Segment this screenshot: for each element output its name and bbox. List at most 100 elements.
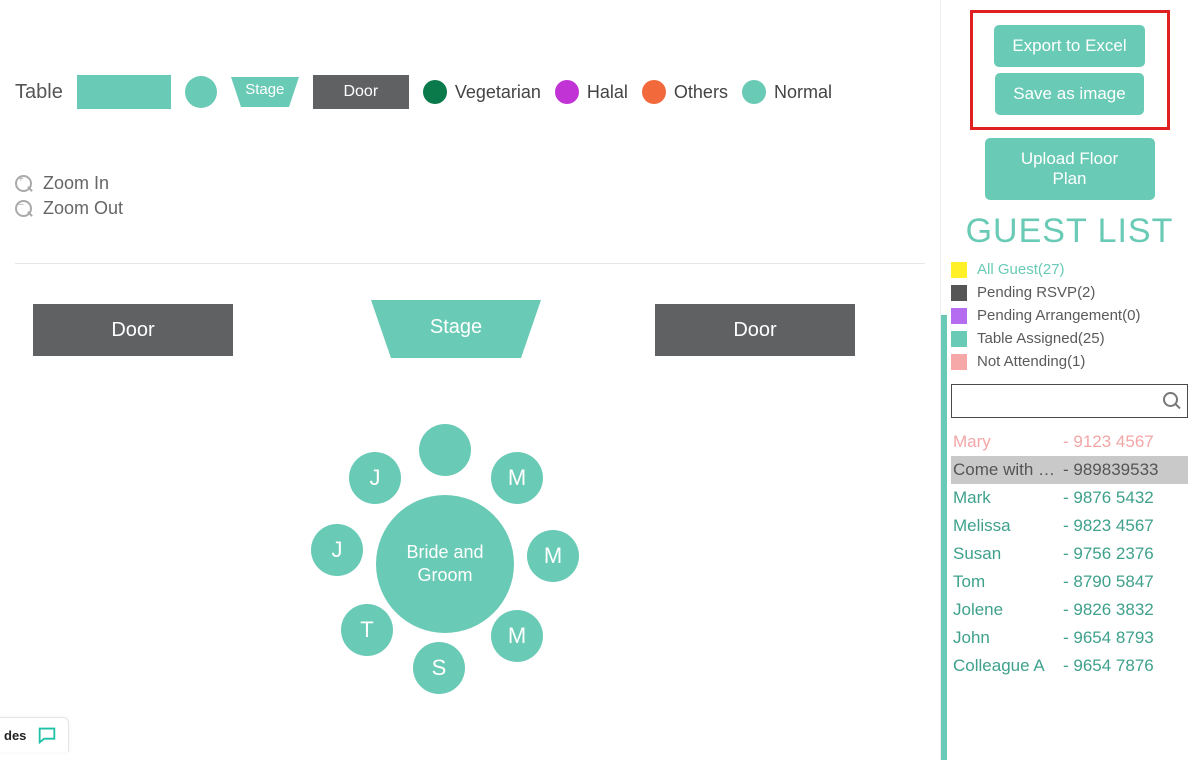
canvas-area: Table Stage Door Vegetarian Halal Others No…: [0, 0, 940, 760]
seat[interactable]: M: [491, 610, 543, 662]
guest-phone: - 8790 5847: [1063, 572, 1186, 592]
diet-color-swatch: [423, 80, 447, 104]
zoom-out-button[interactable]: – Zoom Out: [15, 198, 925, 219]
export-button-group: Export to Excel Save as image: [970, 10, 1170, 130]
zoom-in-button[interactable]: + Zoom In: [15, 173, 925, 194]
category-swatch: [951, 308, 967, 324]
guest-row[interactable]: Come with –…- 989839533: [951, 456, 1188, 484]
seat[interactable]: T: [341, 604, 393, 656]
seat[interactable]: M: [491, 452, 543, 504]
diet-legend-item: Others: [642, 80, 728, 104]
guest-row[interactable]: Colleague A- 9654 7876: [951, 652, 1188, 680]
guest-phone: - 9654 7876: [1063, 656, 1186, 676]
seat[interactable]: J: [311, 524, 363, 576]
guest-phone: - 989839533: [1063, 460, 1186, 480]
stage-swatch-label: Stage: [241, 81, 289, 98]
guest-row[interactable]: John- 9654 8793: [951, 624, 1188, 652]
guest-name: Melissa: [953, 516, 1063, 536]
guest-categories: All Guest(27) Pending RSVP(2) Pending Arra…: [951, 261, 1188, 370]
category-label: Pending RSVP(2): [977, 284, 1095, 301]
floor-table-group[interactable]: Bride and Groom JJTSMMM: [305, 424, 585, 704]
guest-name: John: [953, 628, 1063, 648]
seat[interactable]: J: [349, 452, 401, 504]
guest-phone: - 9123 4567: [1063, 432, 1186, 452]
diet-label: Vegetarian: [455, 82, 541, 103]
table-label: Table: [15, 81, 63, 104]
guest-name: Susan: [953, 544, 1063, 564]
guest-category[interactable]: Pending RSVP(2): [951, 284, 1188, 301]
guest-row[interactable]: Susan- 9756 2376: [951, 540, 1188, 568]
category-swatch: [951, 262, 967, 278]
table-circle-swatch[interactable]: [185, 76, 217, 108]
category-label: Table Assigned(25): [977, 330, 1105, 347]
category-label: Not Attending(1): [977, 353, 1085, 370]
guest-name: Colleague A: [953, 656, 1063, 676]
guest-phone: - 9876 5432: [1063, 488, 1186, 508]
floor-door-right[interactable]: Door: [655, 304, 855, 356]
chat-widget[interactable]: des: [0, 717, 69, 752]
diet-legend-item: Vegetarian: [423, 80, 541, 104]
search-icon: [1163, 392, 1181, 410]
guest-row[interactable]: Mark- 9876 5432: [951, 484, 1188, 512]
chat-widget-label: des: [4, 728, 26, 743]
guest-category[interactable]: Table Assigned(25): [951, 330, 1188, 347]
diet-legend-item: Halal: [555, 80, 628, 104]
door-swatch[interactable]: Door: [313, 75, 409, 109]
category-label: Pending Arrangement(0): [977, 307, 1140, 324]
guest-phone: - 9756 2376: [1063, 544, 1186, 564]
guest-phone: - 9826 3832: [1063, 600, 1186, 620]
export-excel-button[interactable]: Export to Excel: [994, 25, 1144, 67]
save-image-button[interactable]: Save as image: [995, 73, 1143, 115]
diet-label: Halal: [587, 82, 628, 103]
guest-list-title: GUEST LIST: [951, 212, 1188, 251]
zoom-in-label: Zoom In: [43, 173, 109, 194]
side-accent: [941, 315, 947, 760]
guest-phone: - 9823 4567: [1063, 516, 1186, 536]
table-rect-swatch[interactable]: [77, 75, 171, 109]
guest-name: Mary: [953, 432, 1063, 452]
guest-search-input[interactable]: [958, 393, 1163, 410]
category-label: All Guest(27): [977, 261, 1065, 278]
diet-color-swatch: [555, 80, 579, 104]
chat-icon: [36, 724, 58, 746]
guest-row[interactable]: Mary- 9123 4567: [951, 428, 1188, 456]
guest-row[interactable]: Tom- 8790 5847: [951, 568, 1188, 596]
diet-label: Others: [674, 82, 728, 103]
seat[interactable]: M: [527, 530, 579, 582]
guest-name: Come with –…: [953, 460, 1063, 480]
zoom-controls: + Zoom In – Zoom Out: [15, 149, 925, 233]
guest-name: Mark: [953, 488, 1063, 508]
upload-floorplan-button[interactable]: Upload Floor Plan: [985, 138, 1155, 200]
floor-stage[interactable]: Stage: [371, 300, 541, 358]
guest-name: Tom: [953, 572, 1063, 592]
guest-category[interactable]: All Guest(27): [951, 261, 1188, 278]
guest-search[interactable]: [951, 384, 1188, 418]
zoom-out-label: Zoom Out: [43, 198, 123, 219]
zoom-in-icon: +: [15, 175, 33, 193]
guest-list: Mary- 9123 4567Come with –…- 989839533Ma…: [951, 428, 1188, 680]
seat[interactable]: [419, 424, 471, 476]
diet-label: Normal: [774, 82, 832, 103]
diet-color-swatch: [742, 80, 766, 104]
category-swatch: [951, 285, 967, 301]
stage-swatch[interactable]: Stage: [231, 77, 299, 107]
guest-phone: - 9654 8793: [1063, 628, 1186, 648]
floor-door-left[interactable]: Door: [33, 304, 233, 356]
guest-row[interactable]: Jolene- 9826 3832: [951, 596, 1188, 624]
category-swatch: [951, 354, 967, 370]
diet-color-swatch: [642, 80, 666, 104]
seat[interactable]: S: [413, 642, 465, 694]
floor-plan[interactable]: Door Stage Door Bride and Groom JJTSMMM: [15, 284, 925, 704]
floor-table-center[interactable]: Bride and Groom: [376, 495, 514, 633]
guest-name: Jolene: [953, 600, 1063, 620]
guest-category[interactable]: Pending Arrangement(0): [951, 307, 1188, 324]
side-panel: Export to Excel Save as image Upload Flo…: [940, 0, 1200, 760]
diet-legend-item: Normal: [742, 80, 832, 104]
zoom-out-icon: –: [15, 200, 33, 218]
guest-row[interactable]: Melissa- 9823 4567: [951, 512, 1188, 540]
element-legend: Table Stage Door Vegetarian Halal Others No…: [15, 10, 925, 149]
floor-stage-label: Stage: [391, 316, 521, 339]
divider: [15, 263, 925, 264]
guest-category[interactable]: Not Attending(1): [951, 353, 1188, 370]
category-swatch: [951, 331, 967, 347]
